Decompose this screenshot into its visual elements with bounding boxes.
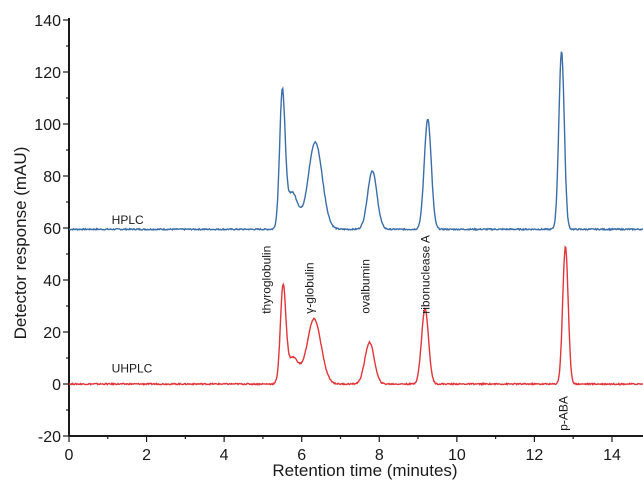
- y-tick-label: 0: [52, 377, 61, 394]
- x-tick-label: 10: [448, 447, 466, 464]
- x-tick-label: 2: [142, 447, 151, 464]
- x-tick-label: 8: [375, 447, 384, 464]
- y-tick-label: 40: [43, 273, 61, 290]
- series-label: UHPLC: [112, 361, 153, 375]
- labels-layer: HPLC UHPLC thyroglobulin γ-globulin ovalbumi…: [112, 213, 571, 431]
- peak-label: γ-globulin: [302, 262, 316, 313]
- y-tick-label: 20: [43, 325, 61, 342]
- x-tick-label: 12: [526, 447, 544, 464]
- x-tick-label: 14: [603, 447, 621, 464]
- peak-label: thyroglobulin: [260, 246, 274, 314]
- y-tick-label: 120: [34, 65, 61, 82]
- y-tick-label: -20: [38, 429, 61, 446]
- series-line-uhplc: [68, 245, 643, 386]
- y-tick-label: 60: [43, 221, 61, 238]
- y-axis-title: Detector response (mAU): [11, 147, 30, 340]
- series-label: HPLC: [112, 213, 144, 227]
- peak-label: p-ABA: [556, 396, 570, 431]
- x-tick-label: 0: [65, 447, 74, 464]
- peak-label: ribonuclease A: [419, 235, 433, 314]
- y-tick-label: 140: [34, 13, 61, 30]
- x-tick-label: 6: [297, 447, 306, 464]
- x-axis-title: Retention time (minutes): [272, 461, 457, 480]
- peak-label: ovalbumin: [359, 259, 373, 314]
- series-layer: [68, 51, 643, 386]
- y-tick-label: 80: [43, 169, 61, 186]
- y-tick-label: 100: [34, 117, 61, 134]
- x-tick-label: 4: [220, 447, 229, 464]
- series-line-hplc: [68, 51, 643, 232]
